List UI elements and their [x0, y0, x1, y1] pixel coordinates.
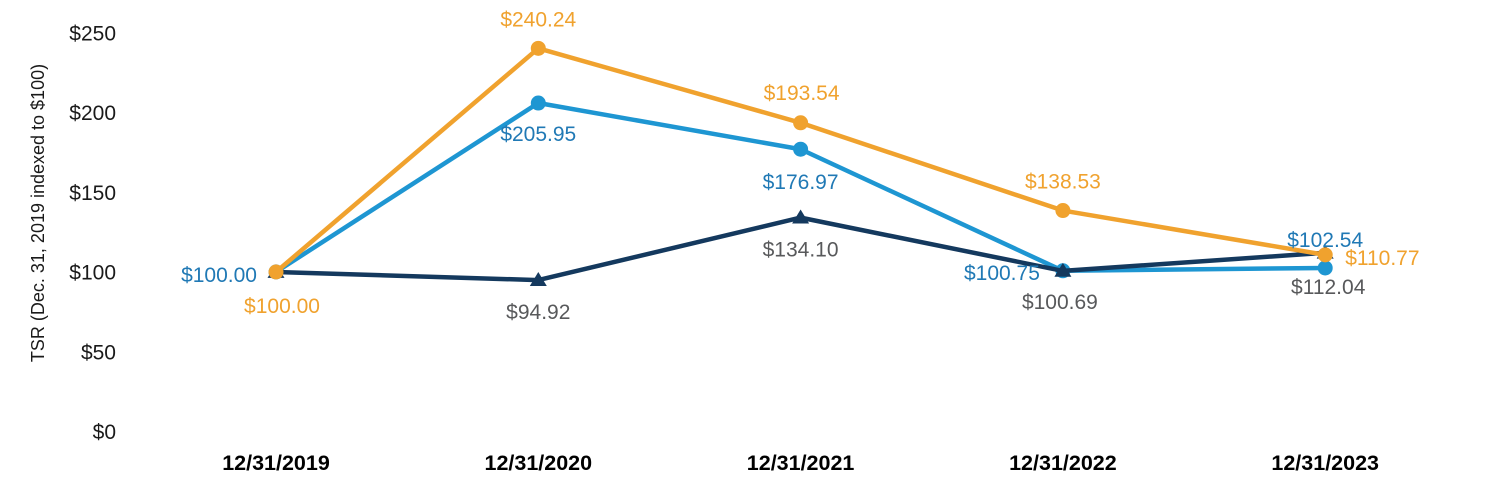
x-axis-label: 12/31/2022 [1009, 451, 1117, 475]
data-label-orange-2: $193.54 [764, 82, 840, 105]
y-axis-tick-label: $100 [69, 262, 116, 285]
series-marker-dark-navy [1054, 262, 1072, 277]
data-label-orange-0: $100.00 [244, 295, 320, 318]
y-axis-title: TSR (Dec. 31, 2019 indexed to $100) [28, 64, 48, 362]
series-marker-orange [793, 115, 809, 131]
data-label-dark-navy-4: $112.04 [1291, 276, 1366, 299]
series-marker-orange [530, 40, 546, 56]
data-label-light-blue-0: $100.00 [181, 264, 257, 287]
data-label-light-blue-2: $176.97 [763, 171, 839, 194]
data-label-dark-navy-3: $100.69 [1022, 291, 1098, 314]
series-marker-light-blue [530, 95, 546, 111]
x-axis-label: 12/31/2019 [222, 451, 330, 475]
y-axis-tick-label: $50 [81, 341, 116, 364]
series-marker-orange [268, 264, 284, 280]
y-axis-tick-label: $200 [69, 102, 116, 125]
y-axis-tick-label: $250 [69, 22, 116, 45]
y-axis-tick-label: $150 [69, 182, 116, 205]
series-marker-light-blue [793, 141, 809, 157]
data-label-dark-navy-2: $134.10 [763, 239, 839, 262]
series-marker-orange [1055, 203, 1071, 219]
data-label-light-blue-1: $205.95 [500, 123, 576, 146]
x-axis-label: 12/31/2023 [1271, 451, 1379, 475]
y-axis-tick-label: $0 [93, 421, 116, 444]
data-label-orange-4: $110.77 [1345, 247, 1419, 270]
series-marker-dark-navy [792, 209, 810, 224]
x-axis-label: 12/31/2021 [747, 451, 855, 475]
x-axis-label: 12/31/2020 [484, 451, 592, 475]
series-marker-light-blue [1317, 260, 1333, 276]
data-label-light-blue-3: $100.75 [964, 262, 1040, 285]
data-label-orange-1: $240.24 [500, 8, 576, 31]
series-marker-dark-navy [529, 272, 547, 286]
series-marker-orange [1317, 247, 1333, 263]
data-label-dark-navy-1: $94.92 [506, 301, 570, 324]
data-label-orange-3: $138.53 [1025, 171, 1101, 194]
data-label-light-blue-4: $102.54 [1287, 229, 1363, 252]
